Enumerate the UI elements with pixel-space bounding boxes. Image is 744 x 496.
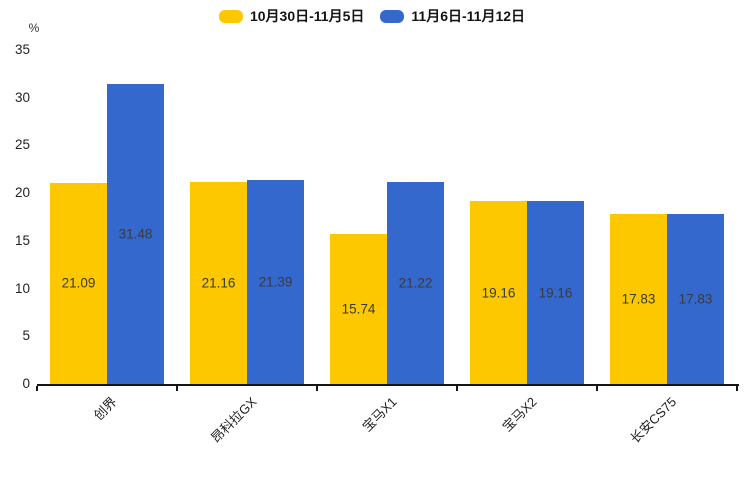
- x-category-label: 宝马X1: [359, 394, 400, 435]
- y-axis-unit-label: %: [28, 21, 40, 35]
- legend-label: 10月30日-11月5日: [249, 8, 365, 24]
- x-axis-tick: [596, 386, 598, 391]
- bar-value-label: 31.48: [118, 226, 153, 242]
- y-tick-label: 0: [22, 376, 30, 391]
- bar-series1: 21.16: [190, 182, 247, 384]
- y-tick-label: 25: [14, 137, 30, 153]
- x-category-label: 宝马X2: [499, 394, 540, 435]
- chart-legend: 10月30日-11月5日 11月6日-11月12日: [0, 6, 744, 26]
- bar-series1: 21.09: [50, 182, 107, 384]
- bar-series2: 17.83: [667, 213, 724, 384]
- x-axis-tick: [36, 386, 38, 391]
- x-axis-line: [37, 384, 739, 386]
- bar-value-label: 17.83: [678, 291, 713, 307]
- x-axis-tick: [456, 386, 458, 391]
- x-axis-tick: [316, 386, 318, 391]
- bar-series2: 19.16: [527, 201, 584, 384]
- x-axis-tick: [736, 386, 738, 391]
- bar-value-label: 19.16: [481, 285, 516, 301]
- bar-series1: 19.16: [470, 201, 527, 384]
- x-category-label: 创界: [90, 394, 120, 424]
- legend-swatch: [218, 9, 243, 23]
- y-tick-label: 35: [14, 42, 30, 57]
- bar-value-label: 21.22: [398, 275, 433, 291]
- legend-label: 11月6日-11月12日: [411, 8, 526, 24]
- y-tick-label: 15: [14, 232, 30, 248]
- y-tick-label: 5: [22, 328, 30, 344]
- y-tick-label: 30: [14, 89, 30, 105]
- x-category-label: 昂科拉GX: [208, 394, 260, 446]
- y-tick-label: 20: [14, 185, 30, 201]
- legend-swatch: [380, 9, 405, 23]
- y-tick-label: 10: [14, 280, 30, 296]
- bar-series2: 21.39: [247, 179, 304, 384]
- bar-series2: 21.22: [387, 181, 444, 384]
- bar-value-label: 21.39: [258, 274, 293, 290]
- legend-item: 10月30日-11月5日: [218, 6, 365, 26]
- bar-series1: 17.83: [610, 213, 667, 384]
- x-axis-tick: [176, 386, 178, 391]
- x-category-label: 长安CS75: [627, 394, 680, 447]
- bar-value-label: 19.16: [538, 285, 573, 301]
- legend-item: 11月6日-11月12日: [380, 6, 525, 26]
- bar-value-label: 21.09: [61, 275, 96, 291]
- bar-value-label: 17.83: [621, 291, 656, 307]
- bar-series2: 31.48: [107, 83, 164, 384]
- bar-value-label: 15.74: [341, 301, 376, 317]
- bar-value-label: 21.16: [201, 275, 236, 291]
- bar-series1: 15.74: [330, 233, 387, 384]
